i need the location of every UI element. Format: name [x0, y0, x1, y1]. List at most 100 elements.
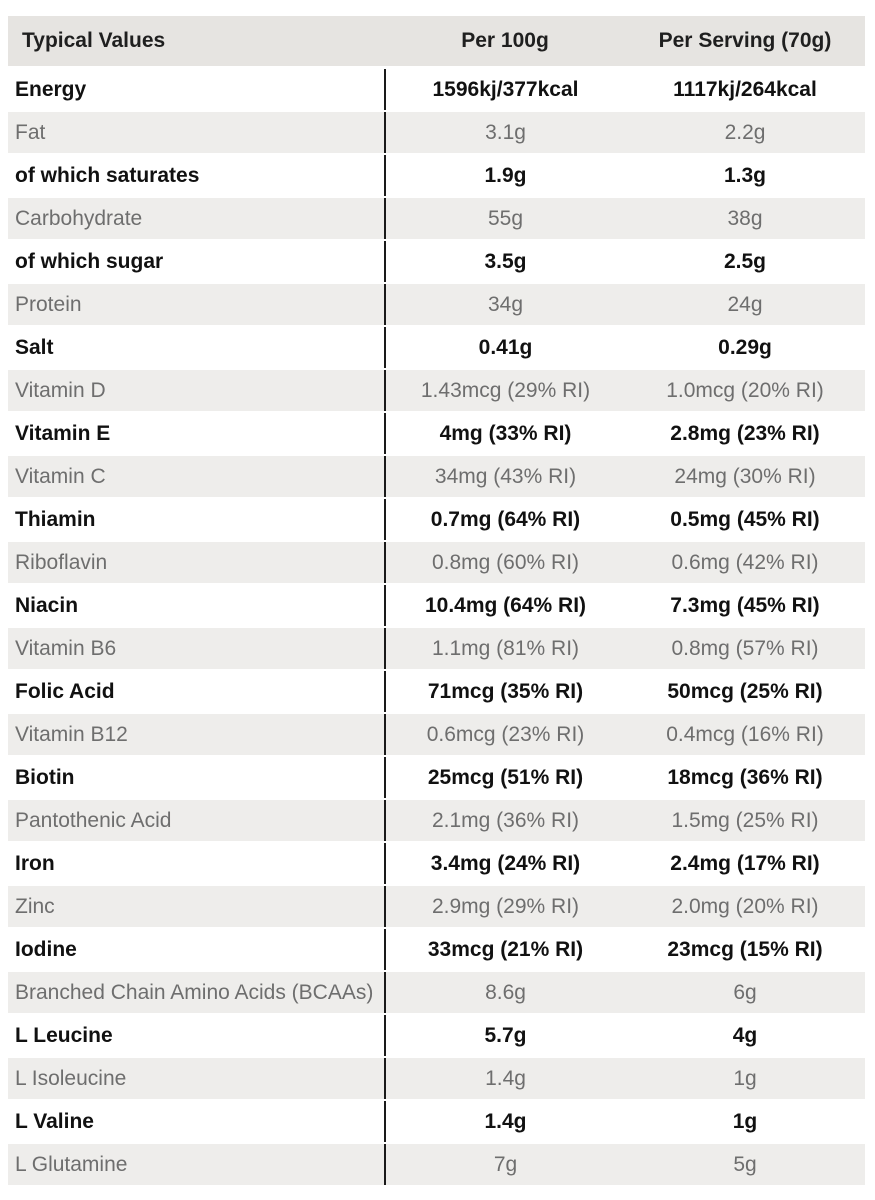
value-per-serving: 24mg (30% RI) — [625, 455, 865, 499]
value-per-100g: 1.4g — [385, 1057, 625, 1101]
table-row: Vitamin D 1.43mcg (29% RI) 1.0mcg (20% RI) — [8, 369, 865, 413]
table-row: Vitamin B12 0.6mcg (23% RI) 0.4mcg (16% RI… — [8, 713, 865, 757]
table-row: Riboflavin 0.8mg (60% RI) 0.6mg (42% RI) — [8, 541, 865, 585]
value-per-serving: 6g — [625, 971, 865, 1015]
table-row: Folic Acid 71mcg (35% RI) 50mcg (25% RI) — [8, 670, 865, 714]
nutrient-name: Zinc — [8, 885, 386, 929]
nutrient-name: Salt — [8, 326, 386, 370]
value-per-serving: 0.4mcg (16% RI) — [625, 713, 865, 757]
nutrient-name: L Glutamine — [8, 1143, 386, 1187]
table-row: of which saturates 1.9g 1.3g — [8, 154, 865, 198]
table-row: Vitamin E 4mg (33% RI) 2.8mg (23% RI) — [8, 412, 865, 456]
value-per-100g: 4mg (33% RI) — [385, 412, 625, 456]
value-per-serving: 50mcg (25% RI) — [625, 670, 865, 714]
nutrient-name: Energy — [8, 67, 386, 112]
value-per-100g: 34mg (43% RI) — [385, 455, 625, 499]
value-per-serving: 24g — [625, 283, 865, 327]
value-per-100g: 5.7g — [385, 1014, 625, 1058]
nutrient-name: Iron — [8, 842, 386, 886]
nutrient-name: Vitamin D — [8, 369, 386, 413]
value-per-serving: 18mcg (36% RI) — [625, 756, 865, 800]
value-per-100g: 33mcg (21% RI) — [385, 928, 625, 972]
table-row: Niacin 10.4mg (64% RI) 7.3mg (45% RI) — [8, 584, 865, 628]
table-row: Salt 0.41g 0.29g — [8, 326, 865, 370]
value-per-100g: 8.6g — [385, 971, 625, 1015]
value-per-100g: 1.4g — [385, 1100, 625, 1144]
value-per-100g: 1596kj/377kcal — [385, 67, 625, 112]
value-per-serving: 2.5g — [625, 240, 865, 284]
nutrition-table-body: Energy 1596kj/377kcal 1117kj/264kcal Fat 3.1… — [8, 67, 865, 1187]
nutrient-name: Vitamin E — [8, 412, 386, 456]
value-per-serving: 23mcg (15% RI) — [625, 928, 865, 972]
table-row: of which sugar 3.5g 2.5g — [8, 240, 865, 284]
value-per-100g: 25mcg (51% RI) — [385, 756, 625, 800]
value-per-serving: 1.3g — [625, 154, 865, 198]
table-row: Vitamin C 34mg (43% RI) 24mg (30% RI) — [8, 455, 865, 499]
value-per-100g: 1.43mcg (29% RI) — [385, 369, 625, 413]
value-per-100g: 1.9g — [385, 154, 625, 198]
value-per-serving: 7.3mg (45% RI) — [625, 584, 865, 628]
value-per-100g: 0.7mg (64% RI) — [385, 498, 625, 542]
value-per-serving: 1.5mg (25% RI) — [625, 799, 865, 843]
value-per-100g: 0.6mcg (23% RI) — [385, 713, 625, 757]
value-per-100g: 34g — [385, 283, 625, 327]
value-per-100g: 0.8mg (60% RI) — [385, 541, 625, 585]
value-per-100g: 55g — [385, 197, 625, 241]
value-per-100g: 2.1mg (36% RI) — [385, 799, 625, 843]
value-per-serving: 1g — [625, 1057, 865, 1101]
value-per-serving: 0.8mg (57% RI) — [625, 627, 865, 671]
value-per-100g: 3.4mg (24% RI) — [385, 842, 625, 886]
value-per-100g: 3.5g — [385, 240, 625, 284]
nutrient-name: of which saturates — [8, 154, 386, 198]
nutrient-name: Riboflavin — [8, 541, 386, 585]
table-row: L Valine 1.4g 1g — [8, 1100, 865, 1144]
value-per-serving: 38g — [625, 197, 865, 241]
nutrient-name: Protein — [8, 283, 386, 327]
table-row: Pantothenic Acid 2.1mg (36% RI) 1.5mg (25%… — [8, 799, 865, 843]
table-row: Zinc 2.9mg (29% RI) 2.0mg (20% RI) — [8, 885, 865, 929]
nutrient-name: Pantothenic Acid — [8, 799, 386, 843]
nutrient-name: Iodine — [8, 928, 386, 972]
value-per-serving: 5g — [625, 1143, 865, 1187]
nutrient-name: Carbohydrate — [8, 197, 386, 241]
table-row: Fat 3.1g 2.2g — [8, 111, 865, 155]
value-per-100g: 2.9mg (29% RI) — [385, 885, 625, 929]
table-row: Thiamin 0.7mg (64% RI) 0.5mg (45% RI) — [8, 498, 865, 542]
nutrient-name: Fat — [8, 111, 386, 155]
value-per-100g: 7g — [385, 1143, 625, 1187]
value-per-100g: 3.1g — [385, 111, 625, 155]
table-row: Carbohydrate 55g 38g — [8, 197, 865, 241]
table-row: Iodine 33mcg (21% RI) 23mcg (15% RI) — [8, 928, 865, 972]
value-per-100g: 1.1mg (81% RI) — [385, 627, 625, 671]
header-per-100g: Per 100g — [385, 16, 625, 69]
value-per-serving: 2.8mg (23% RI) — [625, 412, 865, 456]
table-row: Biotin 25mcg (51% RI) 18mcg (36% RI) — [8, 756, 865, 800]
table-row: Protein 34g 24g — [8, 283, 865, 327]
header-typical-values: Typical Values — [8, 16, 385, 69]
value-per-serving: 1g — [625, 1100, 865, 1144]
value-per-serving: 0.6mg (42% RI) — [625, 541, 865, 585]
nutrient-name: Niacin — [8, 584, 386, 628]
table-row: Vitamin B6 1.1mg (81% RI) 0.8mg (57% RI) — [8, 627, 865, 671]
value-per-serving: 1.0mcg (20% RI) — [625, 369, 865, 413]
value-per-100g: 10.4mg (64% RI) — [385, 584, 625, 628]
nutrient-name: Folic Acid — [8, 670, 386, 714]
table-row: L Isoleucine 1.4g 1g — [8, 1057, 865, 1101]
value-per-serving: 0.5mg (45% RI) — [625, 498, 865, 542]
value-per-serving: 4g — [625, 1014, 865, 1058]
value-per-serving: 2.0mg (20% RI) — [625, 885, 865, 929]
header-per-serving: Per Serving (70g) — [625, 16, 865, 69]
nutrient-name: Thiamin — [8, 498, 386, 542]
nutrient-name: Vitamin B12 — [8, 713, 386, 757]
value-per-serving: 2.4mg (17% RI) — [625, 842, 865, 886]
value-per-100g: 0.41g — [385, 326, 625, 370]
nutrient-name: Vitamin B6 — [8, 627, 386, 671]
nutrient-name: L Leucine — [8, 1014, 386, 1058]
table-row: Branched Chain Amino Acids (BCAAs) 8.6g 6g — [8, 971, 865, 1015]
value-per-100g: 71mcg (35% RI) — [385, 670, 625, 714]
header-row: Typical Values Per 100g Per Serving (70g… — [8, 16, 865, 69]
nutrient-name: L Valine — [8, 1100, 386, 1144]
nutrition-table: Typical Values Per 100g Per Serving (70g… — [8, 16, 865, 1187]
value-per-serving: 2.2g — [625, 111, 865, 155]
nutrient-name: Vitamin C — [8, 455, 386, 499]
